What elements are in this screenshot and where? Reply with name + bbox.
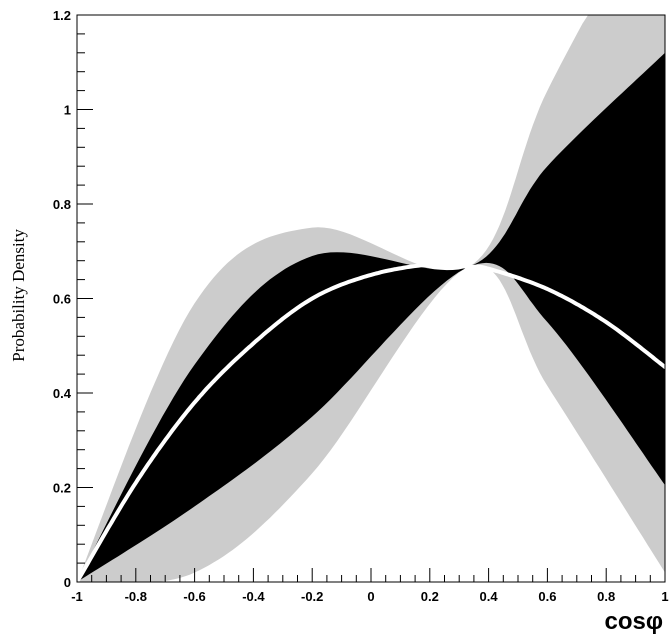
x-tick-label: -0.6	[183, 589, 205, 604]
x-axis-label: cosφ	[604, 608, 663, 635]
x-tick-label: 0.4	[480, 589, 499, 604]
central-curve	[75, 262, 667, 584]
y-tick-label: 1	[64, 103, 71, 118]
x-tick-label: -0.8	[125, 589, 147, 604]
y-tick-label: 0	[64, 575, 71, 590]
y-tick-label: 1.2	[53, 8, 71, 23]
x-tick-label: 0.2	[421, 589, 439, 604]
x-tick-label: -0.2	[301, 589, 323, 604]
confidence-bands	[77, 15, 665, 583]
x-tick-label: 0	[367, 589, 374, 604]
x-tick-label: -0.4	[242, 589, 265, 604]
y-tick-label: 0.2	[53, 481, 71, 496]
y-tick-label: 0.6	[53, 292, 71, 307]
y-axis-label: Probability Density	[9, 229, 28, 362]
x-tick-label: -1	[71, 589, 83, 604]
axis-ticks	[76, 14, 666, 583]
y-tick-label: 0.8	[53, 197, 71, 212]
x-tick-label: 0.8	[597, 589, 615, 604]
tick-labels: -1 -0.8 -0.6 -0.4 -0.2 0 0.2 0.4 0.6 0.8 1 0 0.2 0.4 0…	[53, 8, 669, 604]
x-tick-label: 0.6	[538, 589, 556, 604]
x-tick-label: 1	[661, 589, 668, 604]
inner-band	[77, 52, 665, 583]
y-tick-label: 0.4	[53, 386, 72, 401]
central-curve-group	[75, 262, 667, 584]
